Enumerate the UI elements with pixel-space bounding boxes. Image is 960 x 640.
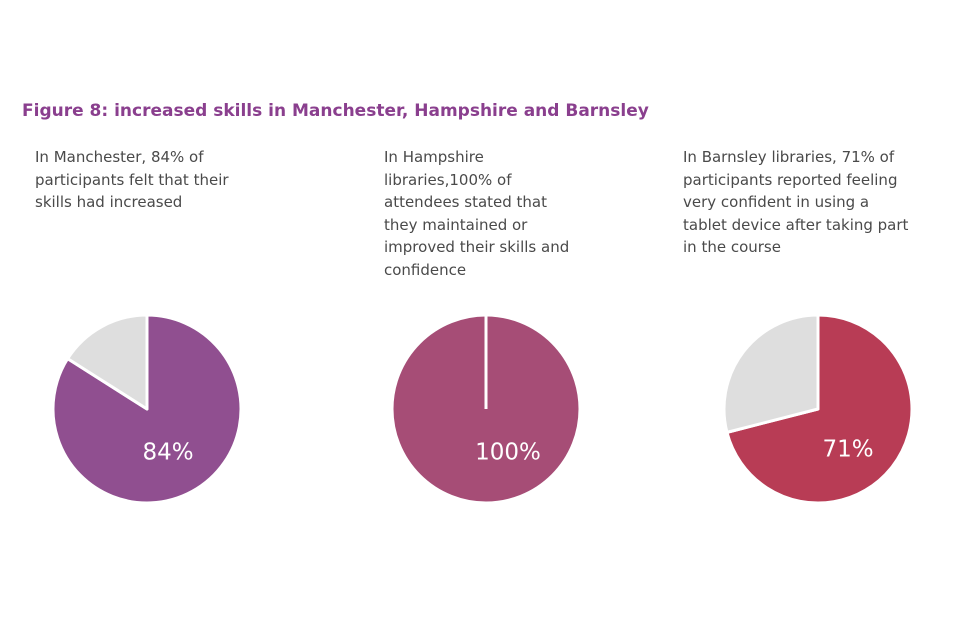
caption-barnsley: In Barnsley libraries, 71% of participan…	[683, 148, 909, 256]
pie-label-hampshire: 100%	[475, 440, 541, 466]
pie-label-manchester: 84%	[142, 440, 193, 466]
figure-title: Figure 8: increased skills in Manchester…	[22, 101, 649, 121]
caption-manchester: In Manchester, 84% of participants felt …	[35, 148, 229, 211]
caption-hampshire: In Hampshire libraries,100% of attendees…	[384, 148, 570, 279]
pie-slice-manchester-1	[66, 313, 149, 411]
pie-slice-barnsley-1	[722, 313, 820, 434]
pie-label-barnsley: 71%	[822, 437, 873, 463]
